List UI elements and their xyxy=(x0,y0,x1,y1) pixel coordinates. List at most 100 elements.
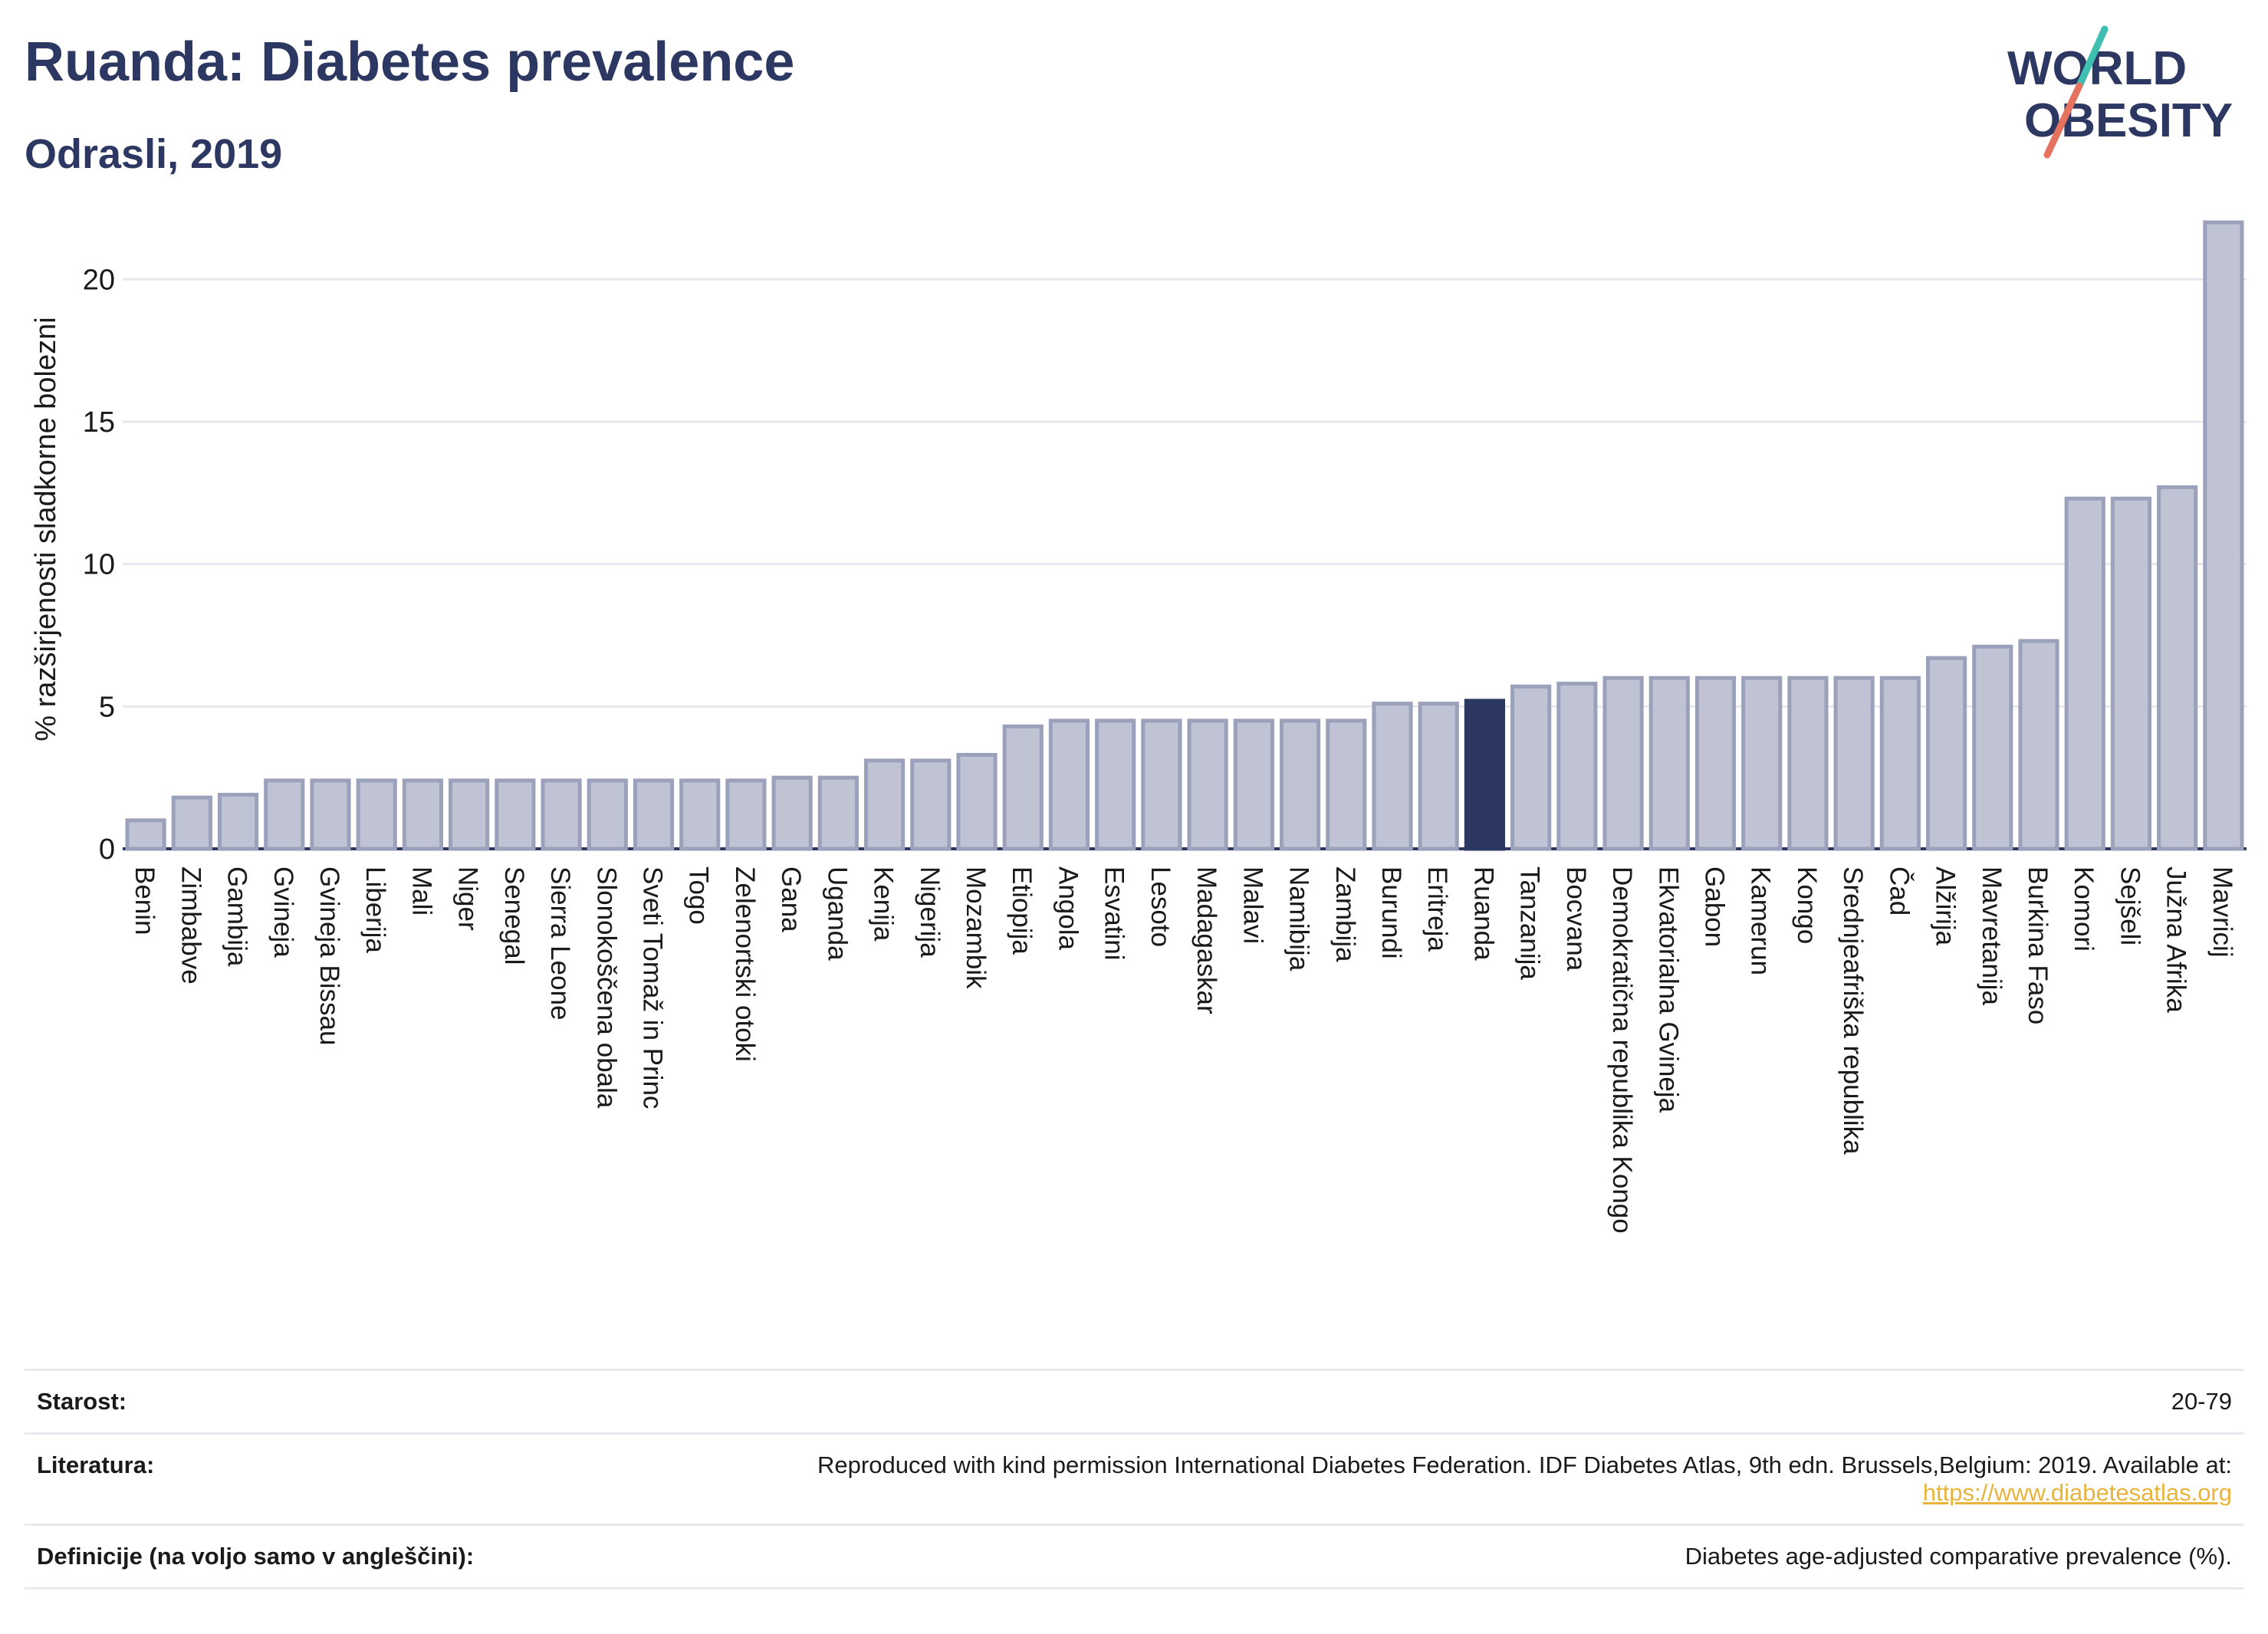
x-tick-labels: Benin Zimbabve Gambija Gvineja Gvineja Bissa… xyxy=(130,866,2237,1234)
bars xyxy=(125,220,2244,851)
y-tick-label: 15 xyxy=(83,406,115,439)
x-tick-label: Namibija xyxy=(1284,866,1314,972)
x-tick-label: Togo xyxy=(684,866,714,925)
bar-5 xyxy=(356,778,397,851)
x-tick-label: Eritreja xyxy=(1422,866,1452,952)
bar-16 xyxy=(864,758,906,851)
bar-4 xyxy=(310,778,351,851)
bar-18 xyxy=(956,752,998,851)
x-tick-label: Gabon xyxy=(1700,866,1730,947)
reference-link[interactable]: https://www.diabetesatlas.org xyxy=(1922,1479,2232,1506)
x-tick-label: Malavi xyxy=(1238,866,1267,944)
bar-19 xyxy=(1002,724,1044,851)
bar-chart: 0 5 10 15 20 Benin Zimbabve Gambija Gvineja Gvin… xyxy=(30,220,2247,1234)
bar-10 xyxy=(587,778,628,851)
x-tick-label: Mali xyxy=(406,866,436,916)
x-tick-label: Madagaskar xyxy=(1192,866,1221,1014)
y-tick-labels: 0 5 10 15 20 xyxy=(83,264,115,866)
x-tick-label: Komori xyxy=(2069,866,2099,952)
x-tick-label: Mavretanija xyxy=(1977,866,2007,1005)
x-tick-label: Srednjeafriška republika xyxy=(1838,866,1868,1155)
x-tick-label: Tanzanija xyxy=(1515,866,1545,980)
y-tick-label: 20 xyxy=(83,264,115,296)
bar-9 xyxy=(541,778,582,851)
bar-36 xyxy=(1787,676,1829,851)
world-obesity-logo: WORLD OBESITY xyxy=(2007,25,2233,159)
bar-0 xyxy=(125,818,166,851)
x-tick-label: Mozambik xyxy=(961,866,991,989)
bar-40 xyxy=(1972,644,2013,851)
bar-44 xyxy=(2157,485,2198,851)
bar-11 xyxy=(633,778,675,851)
info-table: Starost: 20-79 Literatura: Reproduced wi… xyxy=(25,1369,2244,1590)
bar-1 xyxy=(171,795,212,851)
bar-26 xyxy=(1326,718,1367,851)
bar-34 xyxy=(1694,676,1737,851)
bar-8 xyxy=(495,778,536,851)
x-tick-label: Benin xyxy=(130,866,159,935)
bar-2 xyxy=(217,792,259,851)
x-tick-label: Demokratična republika Kongo xyxy=(1607,866,1637,1234)
bar-15 xyxy=(817,775,859,851)
bar-42 xyxy=(2064,496,2105,851)
x-tick-label: Alžirija xyxy=(1931,866,1961,946)
bar-29 xyxy=(1464,699,1505,851)
y-axis-label: % razširjenosti sladkorne bolezni xyxy=(30,317,62,741)
x-tick-label: Bocvana xyxy=(1561,866,1591,972)
bar-28 xyxy=(1418,702,1459,851)
bar-41 xyxy=(2018,639,2059,851)
bar-35 xyxy=(1741,676,1783,851)
bar-14 xyxy=(771,775,813,851)
bar-23 xyxy=(1187,718,1228,851)
x-tick-label: Etiopija xyxy=(1007,866,1037,955)
y-tick-label: 10 xyxy=(83,549,115,581)
bar-20 xyxy=(1048,718,1090,851)
bar-30 xyxy=(1510,684,1552,851)
bar-3 xyxy=(264,778,305,851)
x-tick-label: Zambija xyxy=(1330,866,1360,962)
logo-slash-teal xyxy=(2076,25,2109,90)
x-tick-label: Lesoto xyxy=(1146,866,1175,947)
x-tick-label: Burkina Faso xyxy=(2023,866,2053,1024)
x-tick-label: Južna Afrika xyxy=(2161,866,2191,1013)
y-tick-label: 0 xyxy=(99,833,115,866)
x-tick-label: Gvineja xyxy=(268,866,298,958)
bar-45 xyxy=(2203,220,2244,851)
x-tick-label: Zelenortski otoki xyxy=(730,866,760,1062)
bar-7 xyxy=(449,778,490,851)
x-tick-label: Sejšeli xyxy=(2115,866,2145,945)
x-tick-label: Sierra Leone xyxy=(545,866,575,1020)
bar-39 xyxy=(1926,656,1967,851)
info-row-reference: Literatura: Reproduced with kind permiss… xyxy=(25,1432,2244,1525)
x-tick-label: Burundi xyxy=(1376,866,1406,959)
x-tick-label: Nigerija xyxy=(915,866,945,958)
reference-text: Reproduced with kind permission Internat… xyxy=(817,1452,2232,1478)
bar-17 xyxy=(910,758,952,851)
bar-43 xyxy=(2110,496,2152,851)
x-tick-label: Ekvatorialna Gvineja xyxy=(1653,866,1683,1113)
bar-25 xyxy=(1279,718,1321,851)
info-row-definition: Definicije (na voljo samo v angleščini):… xyxy=(25,1524,2244,1590)
bar-38 xyxy=(1879,676,1921,851)
reference-label: Literatura: xyxy=(25,1432,564,1525)
bar-32 xyxy=(1602,676,1644,851)
x-tick-label: Gambija xyxy=(222,866,252,967)
x-tick-label: Gana xyxy=(776,866,806,932)
reference-value: Reproduced with kind permission Internat… xyxy=(564,1432,2244,1525)
x-tick-label: Esvatini xyxy=(1099,866,1129,961)
bar-27 xyxy=(1372,702,1413,851)
logo-line2: OBESITY xyxy=(2024,94,2233,147)
bar-6 xyxy=(402,778,444,851)
logo-slash-coral xyxy=(2043,82,2083,159)
definition-label: Definicije (na voljo samo v angleščini): xyxy=(25,1524,564,1590)
x-tick-label: Gvineja Bissau xyxy=(314,866,344,1045)
age-label: Starost: xyxy=(25,1369,564,1434)
x-tick-label: Kamerun xyxy=(1746,866,1776,975)
x-tick-label: Angola xyxy=(1053,866,1083,951)
definition-value: Diabetes age-adjusted comparative preval… xyxy=(564,1524,2244,1590)
chart-subtitle: Odrasli, 2019 xyxy=(25,131,283,177)
info-row-age: Starost: 20-79 xyxy=(25,1369,2244,1434)
bar-21 xyxy=(1095,718,1136,851)
x-tick-label: Slonokoščena obala xyxy=(591,866,621,1109)
x-tick-label: Čad xyxy=(1884,866,1914,916)
